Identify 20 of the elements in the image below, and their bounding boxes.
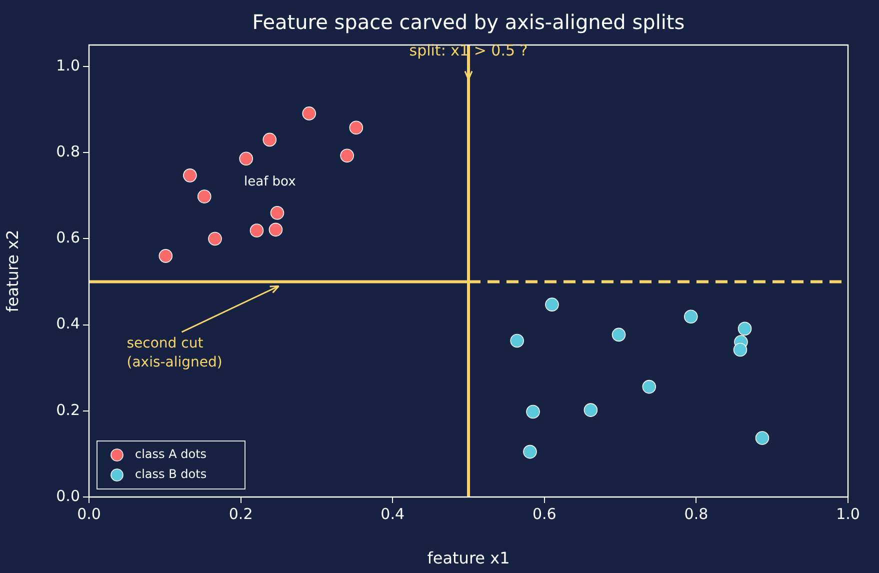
chart-title: Feature space carved by axis-aligned splits [252,10,685,34]
x-tick-label: 0.6 [532,504,556,523]
x-tick-label: 0.8 [684,504,708,523]
annotation: leaf box [244,174,296,190]
y-tick-label: 0.4 [56,314,80,333]
legend-label: class B dots [135,467,207,482]
annotation: second cut (axis-aligned) [126,336,222,371]
y-tick-label: 1.0 [56,56,80,74]
x-axis-title: feature x1 [427,548,510,568]
y-tick-label: 0.0 [56,486,80,505]
x-tick-label: 1.0 [836,504,860,523]
y-tick-label: 0.8 [56,142,80,161]
x-tick-label: 0.4 [380,504,405,523]
y-tick-label: 0.6 [56,228,80,247]
x-tick-label: 0.2 [228,504,253,523]
x-tick-label: 0.0 [77,504,101,523]
legend-label: class A dots [135,447,207,462]
annotation: split: x1 > 0.5 ? [409,41,528,60]
y-tick-label: 0.2 [56,400,80,419]
y-axis-title: feature x2 [2,230,22,312]
